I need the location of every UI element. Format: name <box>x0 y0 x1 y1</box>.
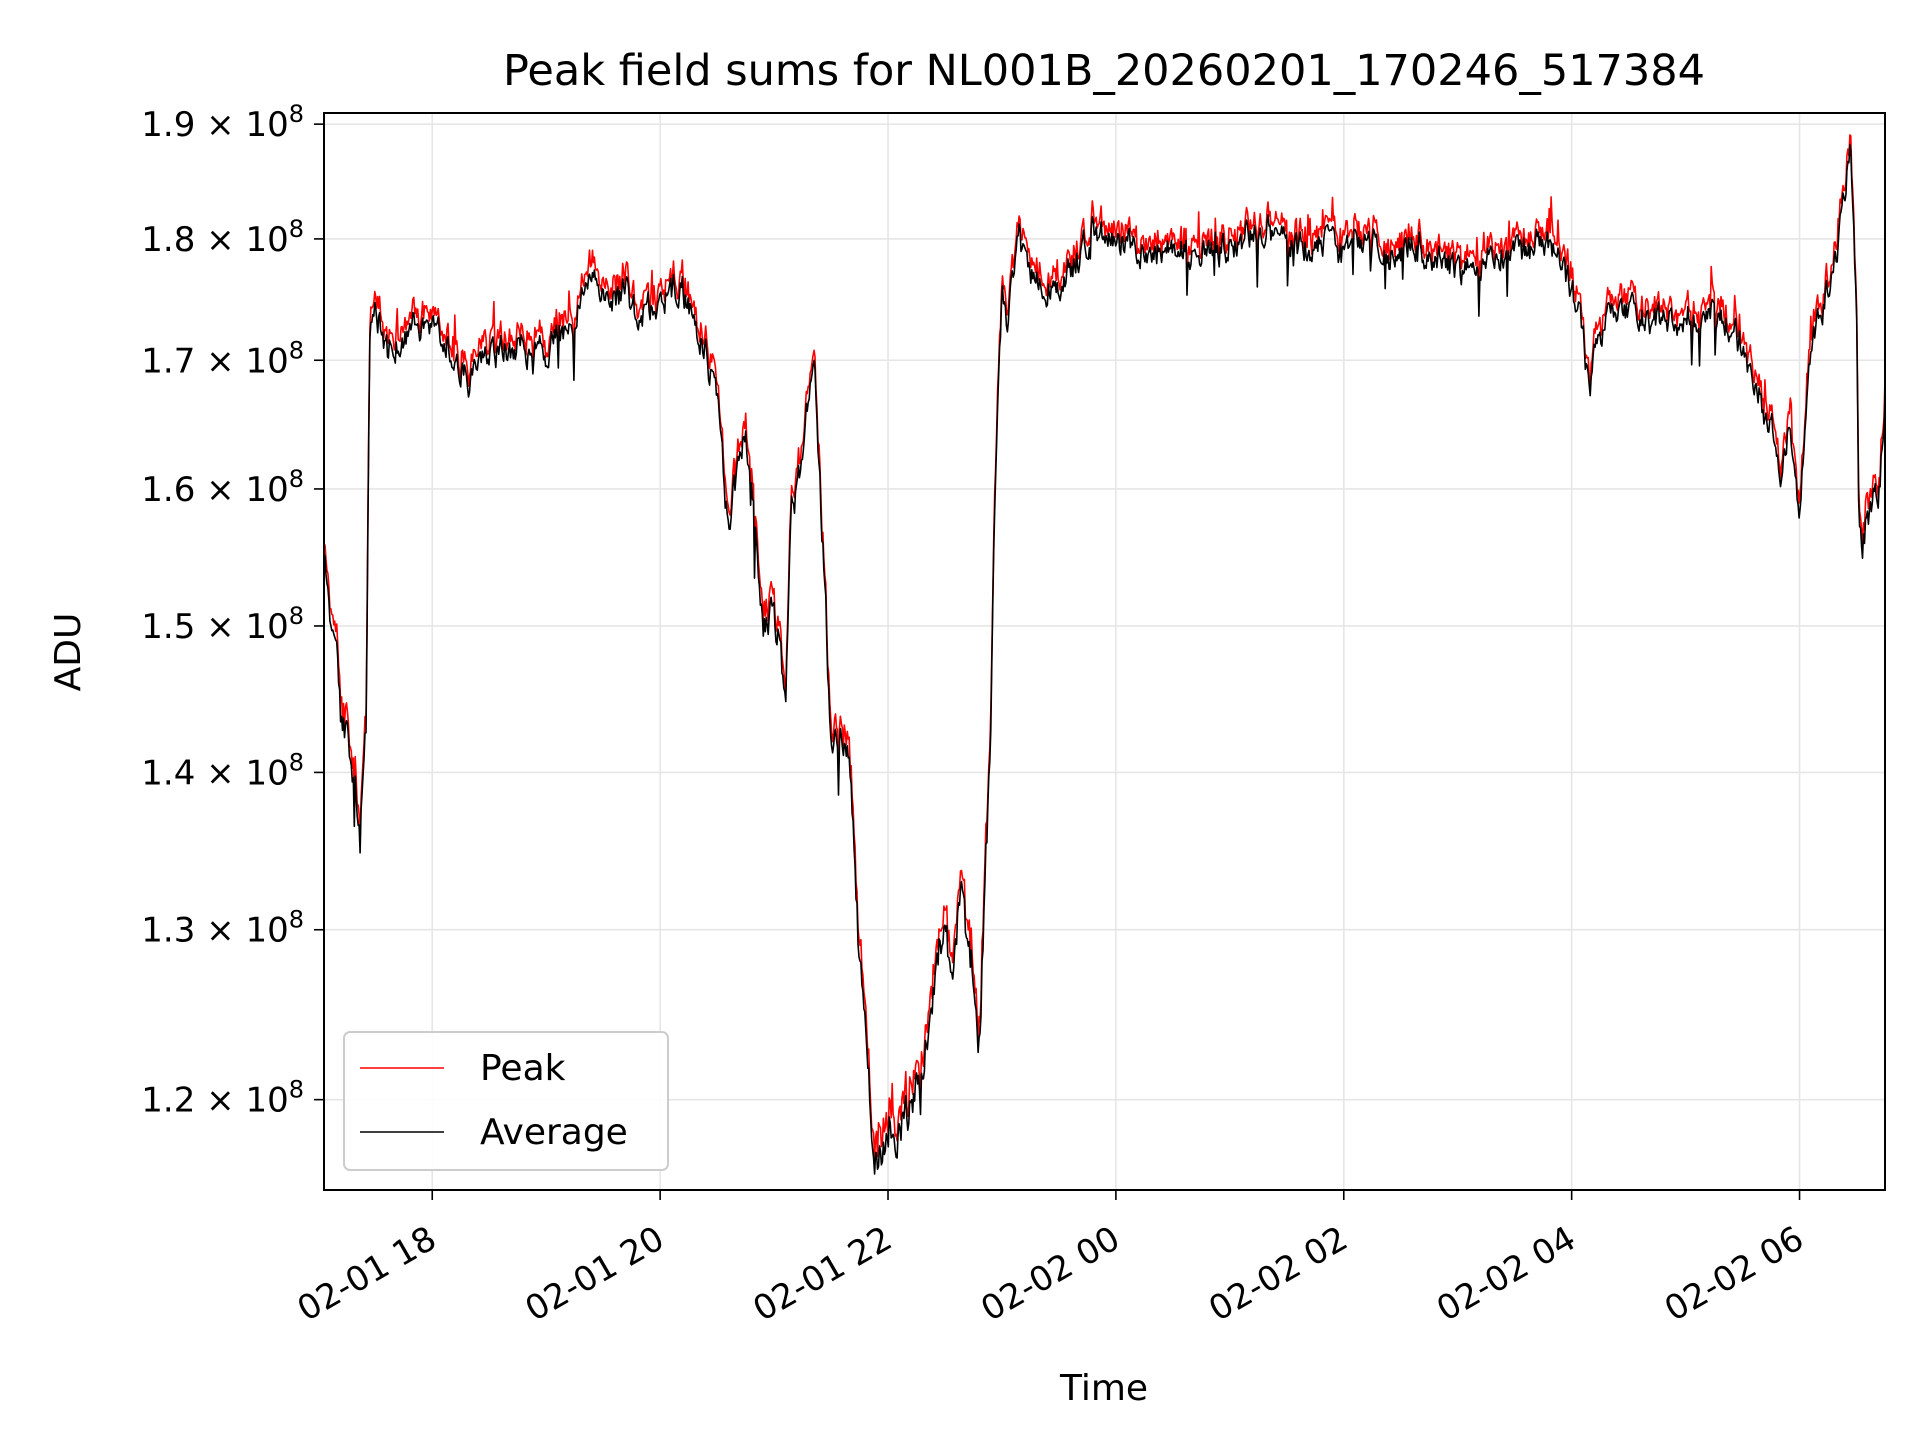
y-axis: 1.2 × 108 1.3 × 108 1.4 × 108 1.5 × 108 1.6 … <box>141 100 324 1121</box>
y-tick-label: 1.7 × 108 <box>141 336 304 381</box>
y-tick-label: 1.6 × 108 <box>141 465 304 510</box>
y-tick-label: 1.2 × 108 <box>141 1076 304 1121</box>
y-tick-label: 1.4 × 108 <box>141 748 304 793</box>
legend-peak-label: Peak <box>480 1048 566 1089</box>
chart-title: Peak field sums for NL001B_20260201_1702… <box>503 46 1705 96</box>
plot-frame <box>323 112 1886 1191</box>
series-line-peak <box>324 134 1885 1160</box>
y-tick-label: 1.8 × 108 <box>141 215 304 260</box>
y-axis-label: ADU <box>48 613 89 692</box>
x-axis-label: Time <box>1059 1368 1148 1409</box>
y-tick-label: 1.9 × 108 <box>141 100 304 145</box>
legend-box <box>343 1031 669 1171</box>
legend-average-label: Average <box>480 1112 628 1153</box>
y-tick-label: 1.5 × 108 <box>141 602 304 647</box>
series-group <box>324 134 1885 1175</box>
y-tick-label: 1.3 × 108 <box>141 906 304 951</box>
legend: Peak Average <box>343 1031 669 1171</box>
series-line-average <box>324 143 1885 1175</box>
